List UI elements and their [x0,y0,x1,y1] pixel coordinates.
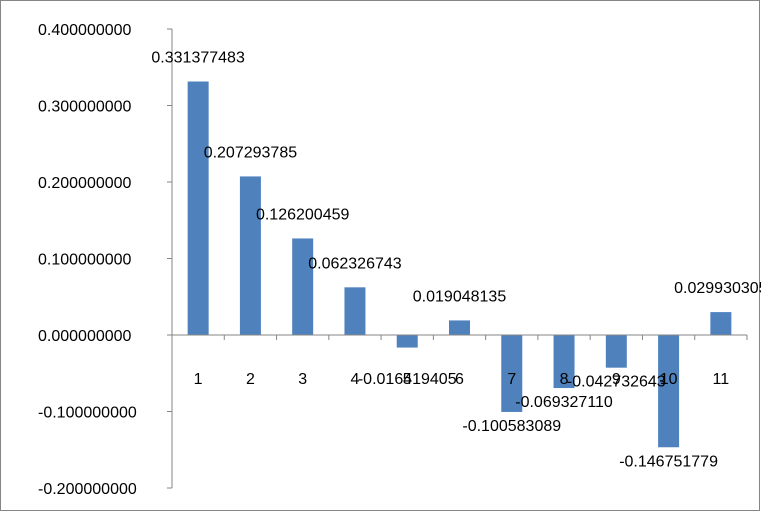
data-label: -0.042732643 [567,374,666,391]
bar-5 [396,335,418,348]
bars [187,81,732,448]
data-label: 0.029930305 [674,280,761,297]
data-label: -0.146751779 [619,453,718,470]
data-label: 0.062326743 [308,255,402,272]
bar-4 [344,287,366,335]
x-category-label: 3 [298,371,307,388]
data-labels: 0.331377483 0.207293785 0.126200459 0.06232… [151,49,761,470]
bar-6 [449,320,470,335]
y-tick-label: 0.200000000 [38,175,132,192]
bar-10 [658,335,680,448]
data-label: -0.100583089 [462,418,561,435]
x-category-label: 1 [194,371,203,388]
x-category-label: 7 [507,371,516,388]
data-label: 0.331377483 [151,49,245,66]
data-label: -0.069327110 [515,394,613,411]
y-tick-label: -0.200000000 [38,481,137,498]
x-category-label: 4 [351,371,360,388]
x-category-label: 11 [713,371,730,388]
y-tick-label: 0.400000000 [38,22,132,39]
x-category-label: 10 [660,371,678,388]
x-axis: 1 2 3 4 5 6 7 8 9 10 11 [171,334,748,388]
x-category-label: 6 [455,371,464,388]
data-label: 0.126200459 [256,206,350,223]
bar-7 [501,335,523,412]
y-tick-label: -0.100000000 [38,405,137,422]
data-label: -0.016419405 [358,371,457,388]
bar-2 [239,176,261,335]
x-category-label: 5 [403,371,412,388]
y-tick-label: 0.300000000 [38,99,132,116]
x-category-label: 8 [560,371,569,388]
bar-9 [605,335,627,368]
x-category-label: 9 [612,371,621,388]
data-label: 0.019048135 [413,288,507,305]
y-tick-label: 0.100000000 [38,252,132,269]
y-axis: 0.400000000 0.300000000 0.200000000 0.10000… [38,22,173,498]
bar-3 [292,238,314,335]
bar-1 [187,81,209,336]
bar-11 [710,312,732,335]
bar-8 [553,335,575,389]
y-tick-label: 0.000000000 [38,328,132,345]
data-label: 0.207293785 [204,144,298,161]
x-category-label: 2 [246,371,255,388]
